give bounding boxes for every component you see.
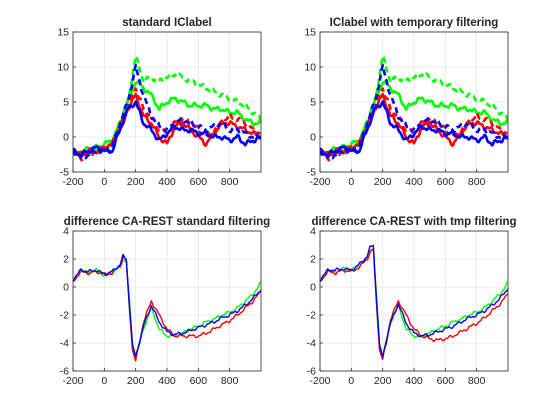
x-tick-label: 800 [468, 176, 486, 188]
y-tick-label: 10 [57, 62, 69, 74]
y-tick-label: 2 [63, 254, 69, 266]
x-tick-label: 200 [374, 176, 392, 188]
y-tick-label: 15 [57, 27, 69, 39]
x-tick-label: 800 [221, 375, 239, 387]
y-tick-label: -5 [307, 167, 316, 179]
y-tick-label: -4 [60, 338, 69, 350]
subplot-title: difference CA-REST standard filtering [64, 216, 270, 228]
x-tick-label: 200 [127, 176, 145, 188]
x-tick-label: 600 [190, 176, 208, 188]
y-tick-label: 0 [63, 132, 69, 144]
x-tick-label: 800 [221, 176, 239, 188]
y-tick-label: 10 [304, 62, 316, 74]
x-tick-label: 0 [348, 375, 354, 387]
x-tick-label: 400 [405, 176, 423, 188]
x-tick-label: 800 [468, 375, 486, 387]
y-tick-label: 0 [63, 282, 69, 294]
y-tick-label: 0 [310, 132, 316, 144]
x-tick-label: 400 [405, 375, 423, 387]
x-tick-label: 200 [127, 375, 145, 387]
x-tick-label: 600 [437, 176, 455, 188]
y-tick-label: -2 [60, 310, 69, 322]
x-tick-label: 0 [101, 375, 107, 387]
x-tick-label: 0 [348, 176, 354, 188]
subplot-title: difference CA-REST with tmp filtering [311, 216, 516, 228]
x-tick-label: 200 [374, 375, 392, 387]
y-tick-label: -4 [307, 338, 316, 350]
y-tick-label: -6 [307, 366, 316, 378]
x-tick-label: 400 [158, 375, 176, 387]
subplot-title: standard IClabel [122, 17, 211, 29]
y-tick-label: 0 [310, 282, 316, 294]
y-tick-label: 5 [63, 97, 69, 109]
y-tick-label: 2 [310, 254, 316, 266]
y-tick-label: 15 [304, 27, 316, 39]
x-tick-label: 600 [190, 375, 208, 387]
y-tick-label: -6 [60, 366, 69, 378]
x-tick-label: 600 [437, 375, 455, 387]
x-tick-label: 400 [158, 176, 176, 188]
subplot-title: IClabel with temporary filtering [330, 17, 499, 29]
y-tick-label: -2 [307, 310, 316, 322]
x-tick-label: 0 [101, 176, 107, 188]
y-tick-label: -5 [60, 167, 69, 179]
y-tick-label: 5 [310, 97, 316, 109]
